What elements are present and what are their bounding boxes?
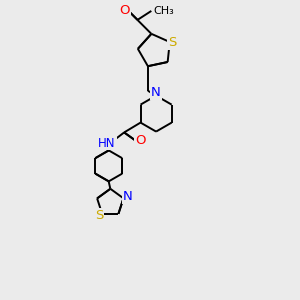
Text: S: S <box>95 209 103 222</box>
Text: N: N <box>123 190 133 203</box>
Text: HN: HN <box>98 136 116 149</box>
Text: CH₃: CH₃ <box>153 6 174 16</box>
Text: N: N <box>151 86 161 99</box>
Text: O: O <box>135 134 146 147</box>
Text: S: S <box>168 35 176 49</box>
Text: O: O <box>119 4 130 17</box>
